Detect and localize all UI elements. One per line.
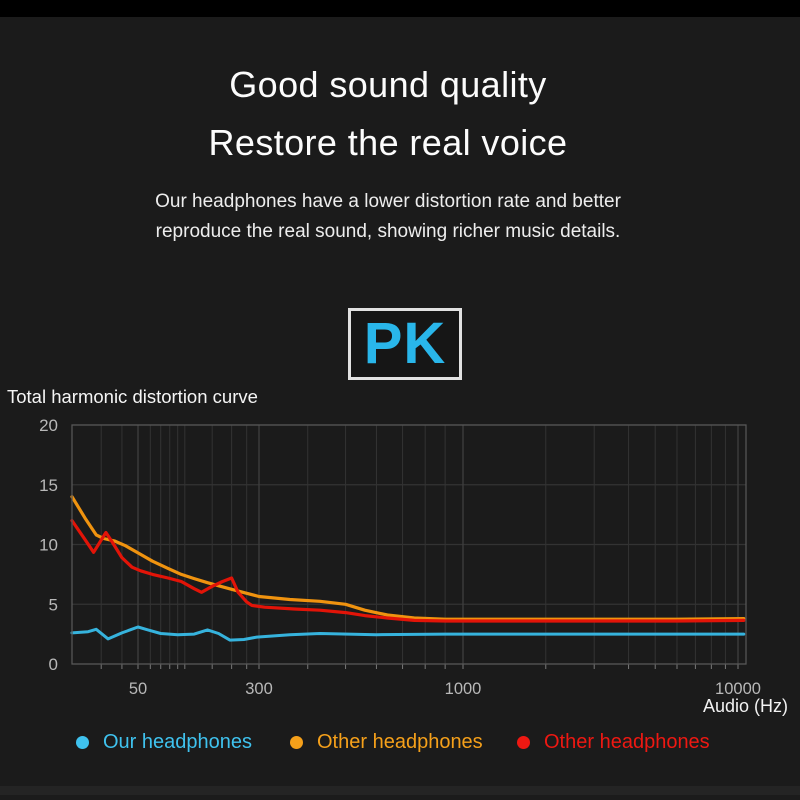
legend-item-other-headphones-orange: Other headphones [290, 730, 483, 754]
legend-dot-our-headphones-icon [76, 735, 89, 749]
series-line-1-other-headphones [70, 495, 746, 621]
top-black-bar [0, 0, 800, 17]
legend-dot-other-headphones-red-icon [517, 735, 530, 749]
pk-badge-label: PK [363, 311, 447, 376]
y-tick-label-0: 0 [49, 655, 58, 674]
y-tick-label-10: 10 [39, 536, 58, 555]
plot-border [71, 424, 747, 665]
legend-dot-other-headphones-orange-icon [290, 735, 303, 749]
x-axis-ticks [100, 664, 739, 669]
y-tick-label-5: 5 [49, 595, 58, 614]
headline-line-2: Restore the real voice [208, 122, 568, 163]
legend-label-other-headphones-orange: Other headphones [317, 730, 483, 753]
legend-label-other-headphones-red: Other headphones [544, 730, 710, 753]
x-tick-label-300: 300 [245, 680, 273, 698]
bottom-strip [0, 786, 800, 795]
chart-grid [72, 424, 746, 665]
x-axis-unit-label: Audio (Hz) [702, 696, 788, 716]
series-lines [70, 495, 746, 642]
y-tick-label-15: 15 [39, 476, 58, 495]
y-tick-label-20: 20 [39, 416, 58, 435]
legend-item-other-headphones-red: Other headphones [517, 730, 710, 754]
chart-title: Total harmonic distortion curve [7, 386, 258, 407]
headline-line-1: Good sound quality [229, 64, 547, 105]
x-tick-label-10000: 10000 [715, 680, 761, 698]
description-line-2: reproduce the real sound, showing richer… [155, 221, 621, 242]
series-line-0-our-headphones [70, 625, 746, 642]
pk-badge: PK [348, 308, 462, 380]
legend-label-our-headphones: Our headphones [103, 730, 253, 753]
description-line-1: Our headphones have a lower distortion r… [155, 191, 621, 212]
legend-item-our-headphones: Our headphones [76, 730, 252, 754]
x-tick-label-1000: 1000 [445, 680, 482, 698]
x-tick-label-50: 50 [129, 680, 147, 698]
chart-legend: Our headphones Other headphones Other he… [0, 730, 800, 754]
axis-tick-labels: 50 300 1000 10000 0 5 10 15 20 [39, 416, 761, 698]
series-line-2-other-headphones [70, 518, 746, 623]
